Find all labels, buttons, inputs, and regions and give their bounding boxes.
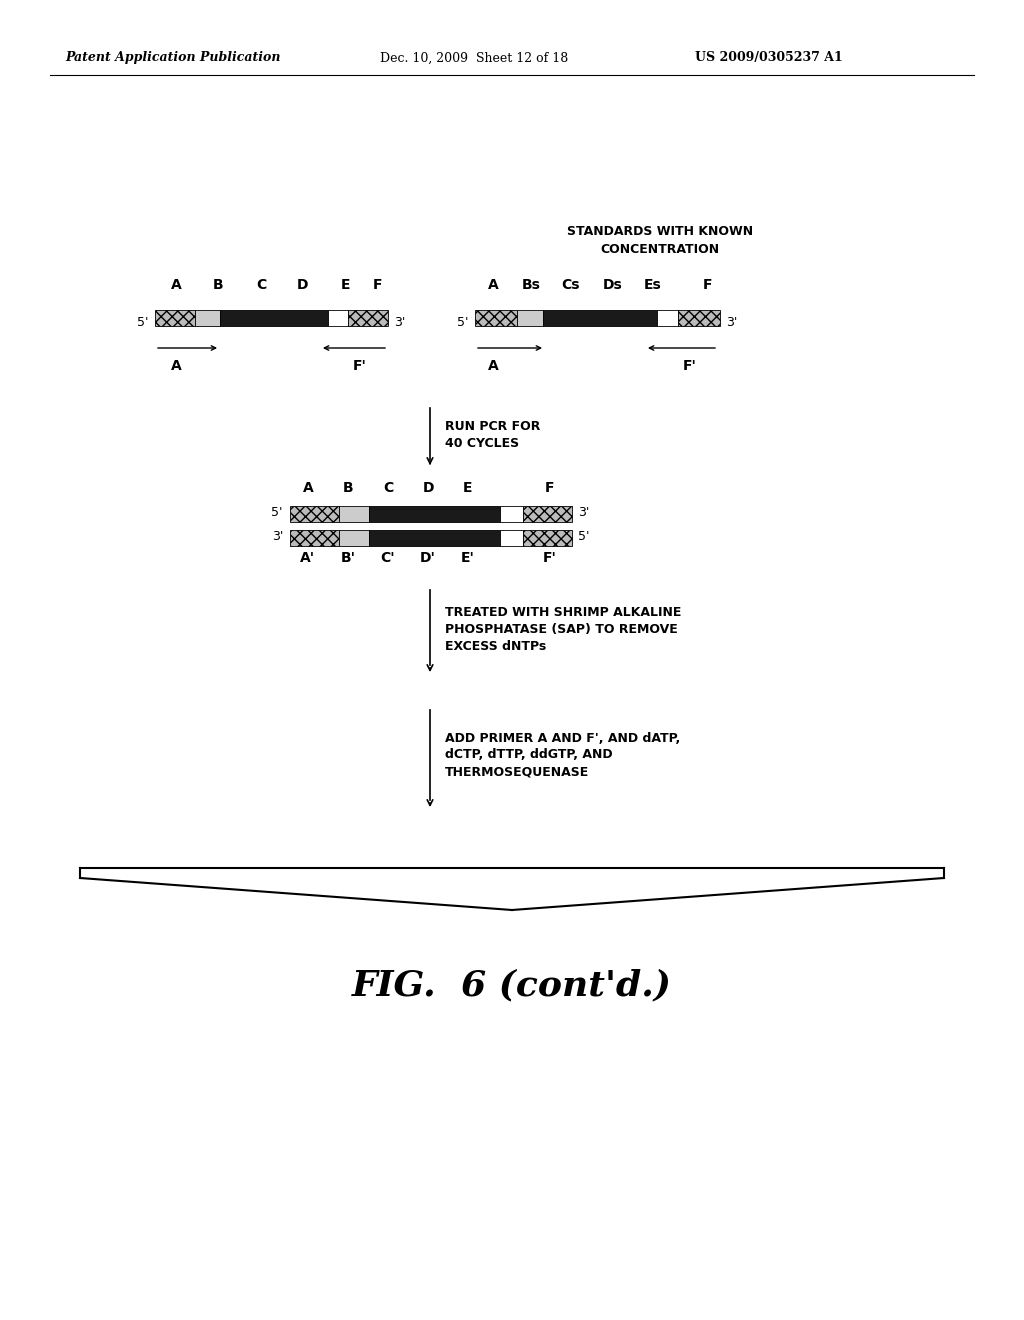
Bar <box>369 506 500 521</box>
Text: 5': 5' <box>271 507 283 520</box>
Text: B': B' <box>341 550 355 565</box>
Text: A: A <box>487 359 499 374</box>
Bar <box>339 506 369 521</box>
Text: RUN PCR FOR
40 CYCLES: RUN PCR FOR 40 CYCLES <box>445 420 541 450</box>
Bar <box>220 310 328 326</box>
Text: A: A <box>487 279 499 292</box>
Text: US 2009/0305237 A1: US 2009/0305237 A1 <box>695 51 843 65</box>
Text: F': F' <box>353 359 367 374</box>
Bar <box>517 310 544 326</box>
Bar <box>328 310 348 326</box>
Text: Bs: Bs <box>521 279 541 292</box>
Bar <box>500 531 523 546</box>
Text: 5': 5' <box>578 531 590 544</box>
Bar <box>523 531 572 546</box>
Text: 3': 3' <box>578 507 590 520</box>
Text: STANDARDS WITH KNOWN
CONCENTRATION: STANDARDS WITH KNOWN CONCENTRATION <box>567 224 753 256</box>
Text: E: E <box>340 279 350 292</box>
Text: F: F <box>374 279 383 292</box>
Bar <box>290 531 339 546</box>
Bar <box>657 310 678 326</box>
Text: 3': 3' <box>271 531 283 544</box>
Text: Dec. 10, 2009  Sheet 12 of 18: Dec. 10, 2009 Sheet 12 of 18 <box>380 51 568 65</box>
Bar <box>500 506 523 521</box>
Bar <box>369 531 500 546</box>
Text: FIG.  6 (cont'd.): FIG. 6 (cont'd.) <box>352 968 672 1002</box>
Text: C: C <box>383 480 393 495</box>
Bar <box>348 310 388 326</box>
Text: D': D' <box>420 550 436 565</box>
Text: B: B <box>213 279 223 292</box>
Text: 5': 5' <box>457 317 468 330</box>
Text: F: F <box>703 279 713 292</box>
Text: A: A <box>303 480 313 495</box>
Text: F: F <box>545 480 555 495</box>
Text: 3': 3' <box>394 317 406 330</box>
Text: A: A <box>171 359 181 374</box>
Text: A': A' <box>300 550 315 565</box>
Bar <box>544 310 657 326</box>
Text: TREATED WITH SHRIMP ALKALINE
PHOSPHATASE (SAP) TO REMOVE
EXCESS dNTPs: TREATED WITH SHRIMP ALKALINE PHOSPHATASE… <box>445 606 681 653</box>
Text: D: D <box>422 480 434 495</box>
Text: Cs: Cs <box>562 279 581 292</box>
Text: F': F' <box>683 359 697 374</box>
Text: E': E' <box>461 550 475 565</box>
Bar <box>196 310 220 326</box>
Bar <box>290 506 339 521</box>
Text: B: B <box>343 480 353 495</box>
Bar <box>155 310 196 326</box>
Bar <box>678 310 720 326</box>
Text: Patent Application Publication: Patent Application Publication <box>65 51 281 65</box>
Bar <box>339 531 369 546</box>
Text: A: A <box>171 279 181 292</box>
Bar <box>475 310 517 326</box>
Text: ADD PRIMER A AND F', AND dATP,
dCTP, dTTP, ddGTP, AND
THERMOSEQUENASE: ADD PRIMER A AND F', AND dATP, dCTP, dTT… <box>445 731 680 779</box>
Text: E: E <box>463 480 473 495</box>
Text: 5': 5' <box>136 317 148 330</box>
Text: Es: Es <box>644 279 662 292</box>
Text: 3': 3' <box>726 317 737 330</box>
Text: D: D <box>297 279 309 292</box>
Text: C': C' <box>381 550 395 565</box>
Bar <box>523 506 572 521</box>
Text: Ds: Ds <box>603 279 623 292</box>
Text: C: C <box>256 279 266 292</box>
Text: F': F' <box>543 550 557 565</box>
